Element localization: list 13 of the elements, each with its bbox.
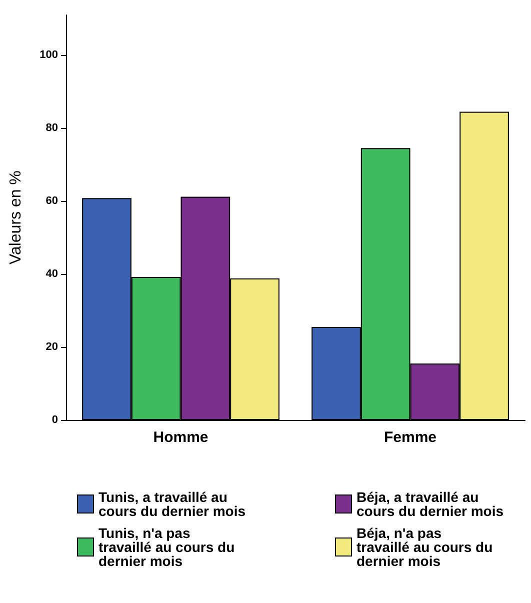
legend-label: Tunis, n'a pas travaillé au cours du dernier mois (98, 525, 239, 569)
legend-label: Béja, n'a pas travaillé au cours du dernier mois (356, 525, 497, 569)
y-tick-label: 100 (40, 49, 58, 62)
x-tick-label: Femme (384, 429, 437, 446)
y-tick-label: 20 (46, 341, 58, 354)
y-tick-label: 60 (46, 195, 58, 208)
legend-label: Béja, a travaillé au cours du dernier mois (356, 489, 504, 519)
x-tick-label: Homme (153, 429, 208, 446)
y-tick-label: 40 (46, 268, 58, 280)
y-tick-label: 0 (52, 414, 58, 426)
y-axis-title: Valeurs en % (8, 170, 24, 264)
legend-label: Tunis, a travaillé au cours du dernier mois (98, 489, 246, 519)
y-tick-label: 80 (46, 122, 58, 134)
